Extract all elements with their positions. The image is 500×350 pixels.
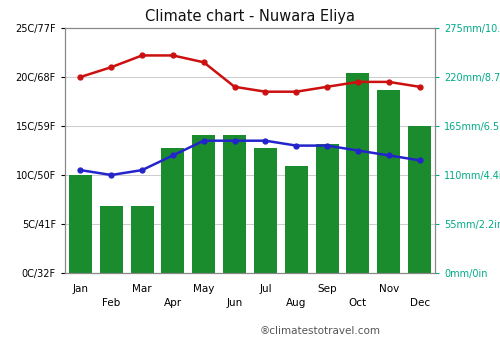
Bar [192,135,216,273]
Bar [316,144,338,273]
Bar [284,166,308,273]
Text: Sep: Sep [318,284,337,294]
Text: Oct: Oct [349,298,367,308]
Bar [408,126,431,273]
Text: Aug: Aug [286,298,306,308]
Text: Jan: Jan [72,284,88,294]
Text: Nov: Nov [378,284,399,294]
Text: Apr: Apr [164,298,182,308]
Bar [162,148,184,273]
Text: Feb: Feb [102,298,120,308]
Bar [254,148,277,273]
Bar [346,72,370,273]
Bar [223,135,246,273]
Bar [69,175,92,273]
Bar [377,90,400,273]
Text: Mar: Mar [132,284,152,294]
Bar [130,206,154,273]
Title: Climate chart - Nuwara Eliya: Climate chart - Nuwara Eliya [145,9,355,24]
Text: ®climatestotravel.com: ®climatestotravel.com [260,326,381,336]
Text: Jun: Jun [226,298,242,308]
Bar [100,206,123,273]
Text: May: May [193,284,214,294]
Text: Dec: Dec [410,298,430,308]
Text: Jul: Jul [259,284,272,294]
